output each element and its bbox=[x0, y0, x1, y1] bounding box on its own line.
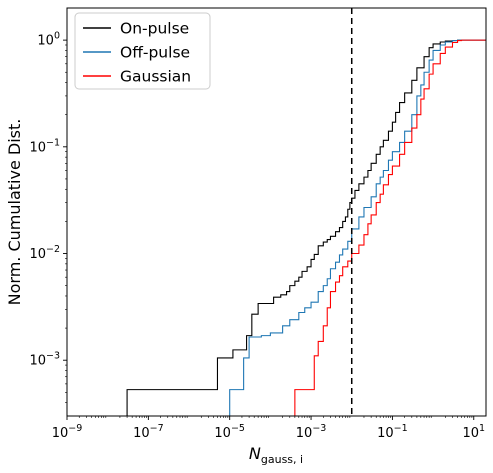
x-axis-label-subscript: gauss, i bbox=[261, 453, 303, 466]
y-tick-label-exponent: −3 bbox=[46, 351, 60, 362]
series-line-off-pulse bbox=[229, 39, 486, 416]
legend-label-off-pulse: Off-pulse bbox=[120, 44, 190, 62]
legend-label-gaussian: Gaussian bbox=[120, 68, 191, 86]
legend: On-pulse Off-pulse Gaussian bbox=[74, 12, 211, 90]
x-axis-label: Ngauss, i bbox=[249, 444, 303, 466]
x-tick-label: 10−1 bbox=[377, 423, 408, 441]
y-tick-label-exponent: −2 bbox=[46, 244, 60, 255]
y-tick-label-base: 10 bbox=[29, 247, 46, 262]
y-tick-label: 10−3 bbox=[29, 351, 60, 369]
x-tick-label-base: 10 bbox=[133, 426, 150, 441]
legend-frame bbox=[74, 12, 211, 90]
x-tick-label: 10−9 bbox=[52, 423, 83, 441]
y-axis-label: Norm. Cumulative Dist. bbox=[5, 119, 24, 306]
series-line-gaussian bbox=[294, 39, 486, 416]
series-layer bbox=[126, 39, 486, 416]
x-tick-label-exponent: −9 bbox=[68, 423, 82, 434]
series-line-on-pulse bbox=[126, 39, 486, 416]
plot-frame bbox=[66, 7, 487, 417]
x-tick-label: 101 bbox=[462, 423, 485, 441]
y-tick-label-base: 10 bbox=[37, 34, 54, 49]
x-tick-label-exponent: −1 bbox=[394, 423, 408, 434]
x-tick-label-base: 10 bbox=[214, 426, 231, 441]
x-tick-label-base: 10 bbox=[377, 426, 394, 441]
x-tick-label: 10−3 bbox=[296, 423, 327, 441]
x-tick-label-exponent: −3 bbox=[312, 423, 326, 434]
x-tick-label: 10−7 bbox=[133, 423, 164, 441]
x-tick-label: 10−5 bbox=[214, 423, 245, 441]
x-tick-label-exponent: −7 bbox=[150, 423, 164, 434]
y-tick-label: 100 bbox=[37, 31, 60, 49]
y-tick-label-base: 10 bbox=[29, 354, 46, 369]
x-tick-label-exponent: −5 bbox=[231, 423, 245, 434]
y-tick-label: 10−2 bbox=[29, 244, 60, 262]
legend-label-on-pulse: On-pulse bbox=[120, 20, 189, 38]
y-tick-label-base: 10 bbox=[29, 140, 46, 155]
x-tick-label-base: 10 bbox=[52, 426, 69, 441]
y-tick-label: 10−1 bbox=[29, 137, 60, 155]
x-tick-label-base: 10 bbox=[462, 426, 479, 441]
y-tick-label-exponent: −1 bbox=[46, 137, 60, 148]
x-axis-label-main: N bbox=[249, 444, 261, 463]
y-tick-label-exponent: 0 bbox=[54, 31, 60, 42]
x-tick-label-base: 10 bbox=[296, 426, 313, 441]
x-tick-label-exponent: 1 bbox=[479, 423, 485, 434]
